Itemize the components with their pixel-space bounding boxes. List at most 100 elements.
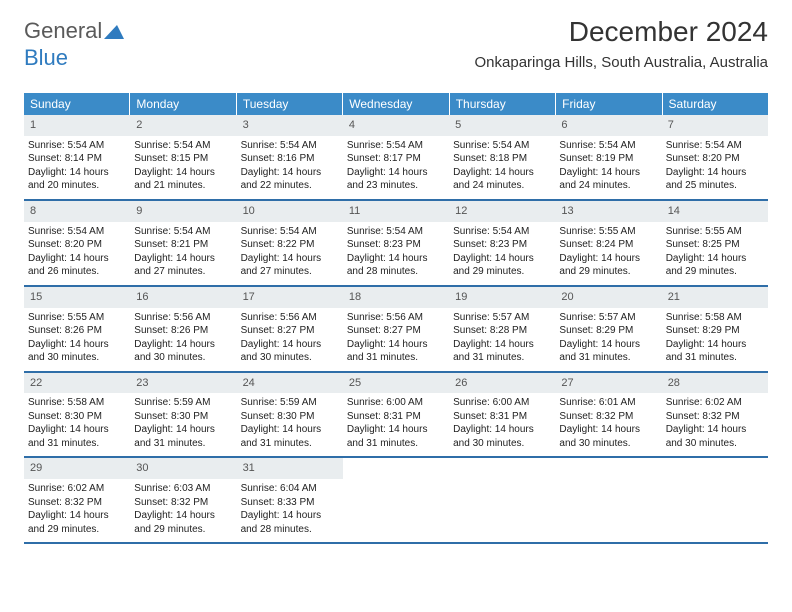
day-line-d2: and 20 minutes.: [28, 179, 126, 193]
day-line-d2: and 31 minutes.: [28, 437, 126, 451]
day-line-d1: Daylight: 14 hours: [134, 338, 232, 352]
day-cell: 17Sunrise: 5:56 AMSunset: 8:27 PMDayligh…: [237, 287, 343, 371]
header-right: December 2024 Onkaparinga Hills, South A…: [475, 16, 769, 79]
day-line-d2: and 21 minutes.: [134, 179, 232, 193]
day-line-sr: Sunrise: 5:54 AM: [28, 139, 126, 153]
day-line-ss: Sunset: 8:29 PM: [666, 324, 764, 338]
day-line-sr: Sunrise: 5:57 AM: [559, 311, 657, 325]
day-cell: 5Sunrise: 5:54 AMSunset: 8:18 PMDaylight…: [449, 115, 555, 199]
day-line-d1: Daylight: 14 hours: [28, 338, 126, 352]
day-body: Sunrise: 5:55 AMSunset: 8:25 PMDaylight:…: [662, 225, 768, 279]
day-line-sr: Sunrise: 6:01 AM: [559, 396, 657, 410]
day-line-sr: Sunrise: 5:55 AM: [28, 311, 126, 325]
day-body: Sunrise: 5:59 AMSunset: 8:30 PMDaylight:…: [237, 396, 343, 450]
day-cell: 16Sunrise: 5:56 AMSunset: 8:26 PMDayligh…: [130, 287, 236, 371]
day-number: 8: [24, 201, 130, 222]
day-line-d2: and 27 minutes.: [134, 265, 232, 279]
day-cell: 2Sunrise: 5:54 AMSunset: 8:15 PMDaylight…: [130, 115, 236, 199]
day-cell: 27Sunrise: 6:01 AMSunset: 8:32 PMDayligh…: [555, 373, 661, 457]
day-line-ss: Sunset: 8:23 PM: [347, 238, 445, 252]
day-line-sr: Sunrise: 6:02 AM: [666, 396, 764, 410]
weekday-header: Friday: [556, 93, 662, 115]
day-number: 25: [343, 373, 449, 394]
day-number: 18: [343, 287, 449, 308]
day-number: 19: [449, 287, 555, 308]
day-body: Sunrise: 6:01 AMSunset: 8:32 PMDaylight:…: [555, 396, 661, 450]
day-line-ss: Sunset: 8:14 PM: [28, 152, 126, 166]
day-body: Sunrise: 5:54 AMSunset: 8:20 PMDaylight:…: [662, 139, 768, 193]
day-number: 4: [343, 115, 449, 136]
day-body: Sunrise: 5:56 AMSunset: 8:27 PMDaylight:…: [343, 311, 449, 365]
day-number: 26: [449, 373, 555, 394]
day-line-d1: Daylight: 14 hours: [347, 338, 445, 352]
day-line-d2: and 23 minutes.: [347, 179, 445, 193]
day-number: 30: [130, 458, 236, 479]
day-cell: 10Sunrise: 5:54 AMSunset: 8:22 PMDayligh…: [237, 201, 343, 285]
day-number: 15: [24, 287, 130, 308]
day-line-d2: and 31 minutes.: [559, 351, 657, 365]
day-body: Sunrise: 5:59 AMSunset: 8:30 PMDaylight:…: [130, 396, 236, 450]
day-line-d1: Daylight: 14 hours: [241, 252, 339, 266]
week-row: 22Sunrise: 5:58 AMSunset: 8:30 PMDayligh…: [24, 373, 768, 459]
day-line-sr: Sunrise: 5:55 AM: [666, 225, 764, 239]
logo-triangle-icon: [104, 19, 124, 45]
location-text: Onkaparinga Hills, South Australia, Aust…: [475, 54, 769, 71]
day-cell: 3 Sunrise: 5:54 AMSunset: 8:16 PMDaylight…: [237, 115, 343, 199]
day-line-d1: Daylight: 14 hours: [453, 252, 551, 266]
day-number: 21: [662, 287, 768, 308]
day-cell: 14 Sunrise: 5:55 AMSunset: 8:25 PMDayligh…: [662, 201, 768, 285]
day-line-sr: Sunrise: 5:54 AM: [347, 225, 445, 239]
day-line-ss: Sunset: 8:31 PM: [453, 410, 551, 424]
day-number: 1: [24, 115, 130, 136]
day-line-sr: Sunrise: 5:56 AM: [134, 311, 232, 325]
day-line-d2: and 31 minutes.: [453, 351, 551, 365]
day-body: Sunrise: 5:54 AMSunset: 8:21 PMDaylight:…: [130, 225, 236, 279]
day-cell: 21Sunrise: 5:58 AMSunset: 8:29 PMDayligh…: [662, 287, 768, 371]
day-body: Sunrise: 6:03 AMSunset: 8:32 PMDaylight:…: [130, 482, 236, 536]
day-line-d2: and 29 minutes.: [453, 265, 551, 279]
day-cell: 15 Sunrise: 5:55 AMSunset: 8:26 PMDayligh…: [24, 287, 130, 371]
day-line-d1: Daylight: 14 hours: [28, 423, 126, 437]
day-line-sr: Sunrise: 5:58 AM: [28, 396, 126, 410]
day-cell: 9 Sunrise: 5:54 AMSunset: 8:21 PMDaylight…: [130, 201, 236, 285]
day-body: Sunrise: 5:54 AMSunset: 8:15 PMDaylight:…: [130, 139, 236, 193]
calendar-grid: SundayMondayTuesdayWednesdayThursdayFrid…: [24, 93, 768, 544]
day-line-d2: and 30 minutes.: [241, 351, 339, 365]
day-body: Sunrise: 6:00 AMSunset: 8:31 PMDaylight:…: [449, 396, 555, 450]
day-number: 9: [130, 201, 236, 222]
day-cell: 13Sunrise: 5:55 AMSunset: 8:24 PMDayligh…: [555, 201, 661, 285]
day-line-sr: Sunrise: 6:04 AM: [241, 482, 339, 496]
day-line-d1: Daylight: 14 hours: [347, 166, 445, 180]
day-body: Sunrise: 5:54 AMSunset: 8:14 PMDaylight:…: [24, 139, 130, 193]
day-body: Sunrise: 5:56 AMSunset: 8:26 PMDaylight:…: [130, 311, 236, 365]
day-body: Sunrise: 5:57 AMSunset: 8:28 PMDaylight:…: [449, 311, 555, 365]
day-line-ss: Sunset: 8:30 PM: [28, 410, 126, 424]
day-line-sr: Sunrise: 5:54 AM: [134, 225, 232, 239]
day-number: 7: [662, 115, 768, 136]
day-line-ss: Sunset: 8:16 PM: [241, 152, 339, 166]
day-line-ss: Sunset: 8:32 PM: [28, 496, 126, 510]
day-cell: 11Sunrise: 5:54 AMSunset: 8:23 PMDayligh…: [343, 201, 449, 285]
day-line-d1: Daylight: 14 hours: [134, 509, 232, 523]
day-line-sr: Sunrise: 5:55 AM: [559, 225, 657, 239]
day-line-d2: and 24 minutes.: [453, 179, 551, 193]
day-number: 3: [237, 115, 343, 136]
day-line-ss: Sunset: 8:25 PM: [666, 238, 764, 252]
day-body: Sunrise: 6:02 AMSunset: 8:32 PMDaylight:…: [24, 482, 130, 536]
day-line-d2: and 27 minutes.: [241, 265, 339, 279]
day-body: Sunrise: 6:00 AMSunset: 8:31 PMDaylight:…: [343, 396, 449, 450]
day-line-d2: and 24 minutes.: [559, 179, 657, 193]
weekday-header: Sunday: [24, 93, 130, 115]
day-line-sr: Sunrise: 5:54 AM: [347, 139, 445, 153]
day-cell: 4Sunrise: 5:54 AMSunset: 8:17 PMDaylight…: [343, 115, 449, 199]
weeks-holder: 1Sunrise: 5:54 AMSunset: 8:14 PMDaylight…: [24, 115, 768, 544]
day-line-sr: Sunrise: 5:54 AM: [241, 139, 339, 153]
day-line-d2: and 31 minutes.: [347, 351, 445, 365]
day-line-ss: Sunset: 8:26 PM: [28, 324, 126, 338]
day-body: Sunrise: 5:54 AMSunset: 8:16 PMDaylight:…: [237, 139, 343, 193]
brand-logo: General Blue: [24, 18, 124, 71]
day-number: 20: [555, 287, 661, 308]
day-body: Sunrise: 5:54 AMSunset: 8:19 PMDaylight:…: [555, 139, 661, 193]
day-line-d2: and 30 minutes.: [134, 351, 232, 365]
day-number: 14: [662, 201, 768, 222]
